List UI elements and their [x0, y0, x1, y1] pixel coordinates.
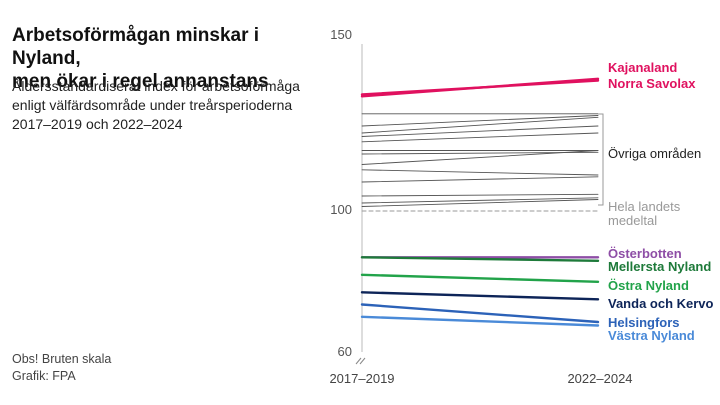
y-tick-label-0: 150: [330, 27, 352, 42]
series-line-6: [361, 132, 599, 143]
note-source: Grafik: FPA: [12, 369, 76, 383]
x-tick-label-0: 2017–2019: [329, 371, 394, 386]
series-line-10: [361, 169, 599, 176]
series-line-20: [360, 303, 600, 324]
axis-break-icon: [355, 357, 366, 365]
series-label-9: Helsingfors: [608, 315, 680, 330]
series-line-9: [361, 150, 599, 165]
series-label-8: Vanda och Kervo: [608, 296, 714, 311]
subtitle-line-2: enligt välfärdsområde under treårsperiod…: [12, 97, 293, 113]
series-label-2: Övriga områden: [608, 146, 701, 161]
series-label-5: Österbotten: [608, 246, 682, 261]
title-line-1: Arbetsoförmågan minskar i Nyland,: [12, 25, 260, 69]
series-line-18: [360, 273, 600, 283]
series-lines: [360, 77, 600, 327]
series-line-4: [361, 116, 599, 134]
series-label-0: Kajanaland: [608, 60, 677, 75]
chart-notes: Obs! Bruten skala Grafik: FPA: [12, 351, 111, 385]
title-line-2: men ökar i regel annanstans: [12, 71, 269, 92]
series-line-1: [360, 77, 600, 98]
group-bracket: [598, 113, 604, 206]
series-label-3: Hela landets: [608, 199, 681, 214]
series-line-3: [361, 115, 599, 127]
series-line-13: [361, 197, 599, 204]
x-tick-group: 2017–2019 2022–2024: [329, 371, 632, 386]
y-tick-group: 150 100 60: [330, 27, 352, 359]
series-line-21: [360, 315, 600, 327]
series-line-14: [361, 199, 599, 207]
subtitle-line-1: Åldersstandardiserat index för arbetsofö…: [12, 78, 300, 94]
y-tick-label-1: 100: [330, 202, 352, 217]
series-line-11: [361, 176, 599, 183]
series-label-4: medeltal: [608, 213, 657, 228]
series-line-5: [361, 125, 599, 137]
x-tick-label-1: 2022–2024: [567, 371, 632, 386]
chart-title: Arbetsoförmågan minskar i Nyland, men ök…: [12, 24, 332, 93]
series-label-10: Västra Nyland: [608, 328, 695, 343]
series-label-1: Norra Savolax: [608, 76, 696, 91]
chart-subtitle: Åldersstandardiserat index för arbetsofö…: [12, 77, 332, 134]
series-line-19: [360, 291, 600, 301]
note-broken-scale: Obs! Bruten skala: [12, 352, 112, 366]
series-label-6: Mellersta Nyland: [608, 259, 711, 274]
series-line-12: [361, 193, 599, 197]
series-line-17: [360, 256, 600, 262]
series-label-7: Östra Nyland: [608, 278, 689, 293]
y-tick-label-2: 60: [338, 344, 352, 359]
subtitle-line-3: 2017–2019 och 2022–2024: [12, 116, 183, 132]
